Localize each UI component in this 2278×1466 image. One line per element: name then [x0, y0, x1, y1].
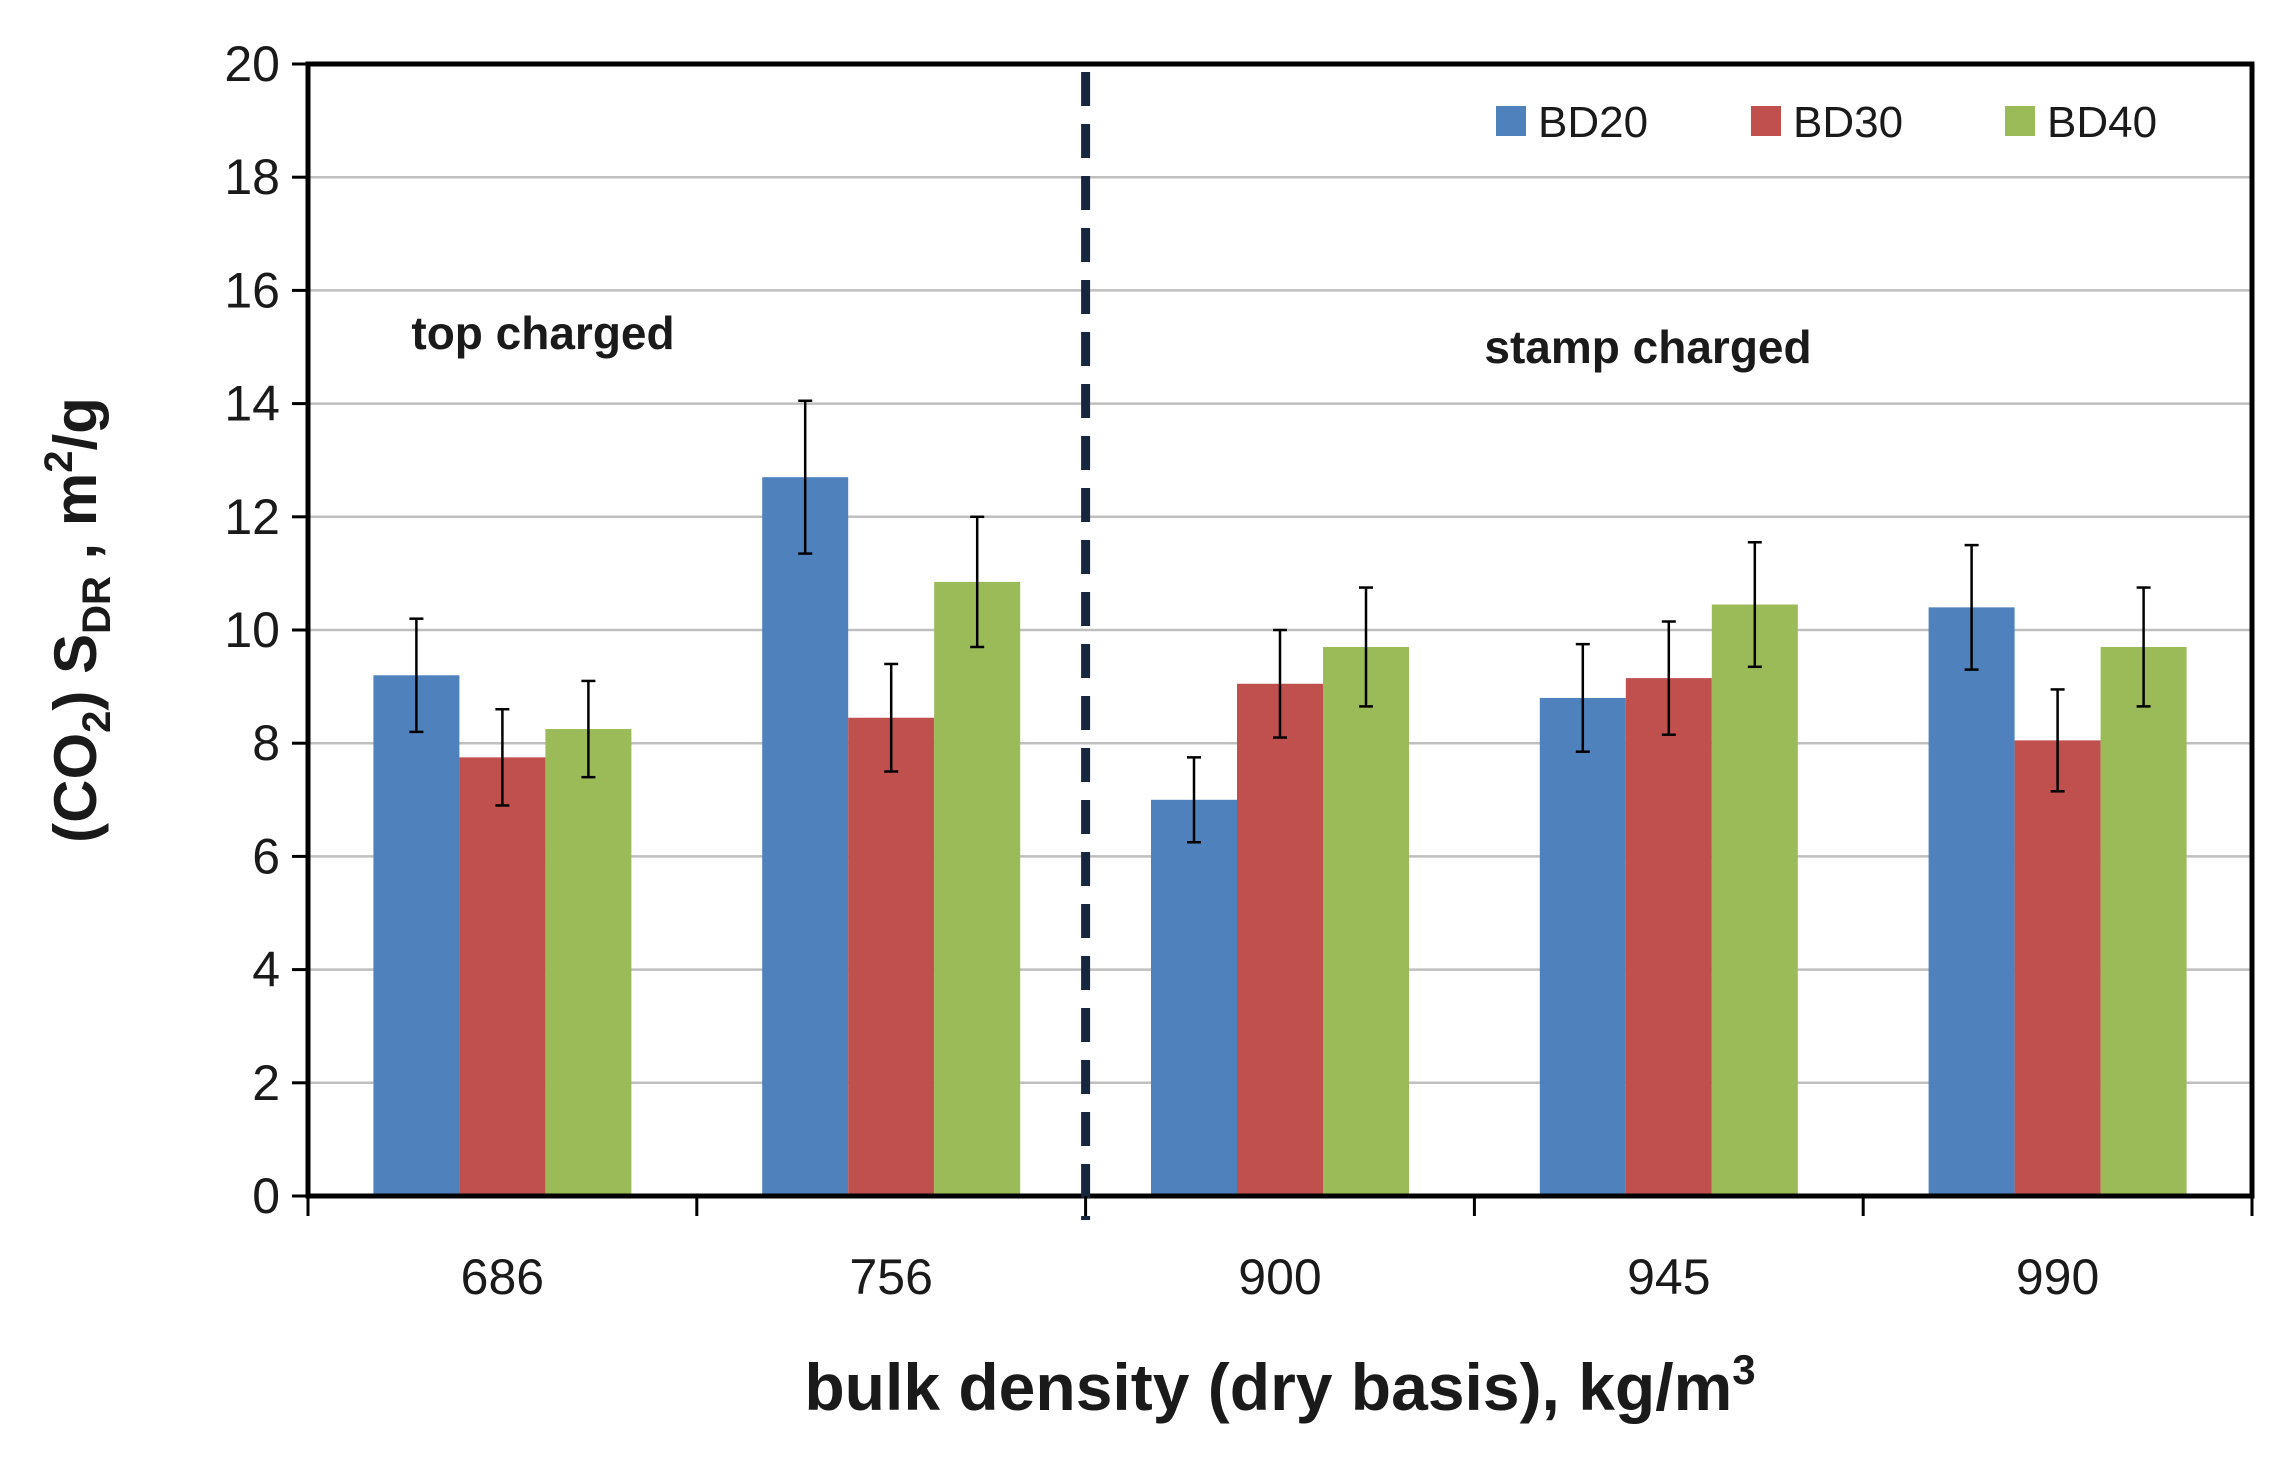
x-tick-label: 945	[1627, 1249, 1710, 1305]
annotation-top-charged: top charged	[411, 307, 674, 359]
y-tick-label: 0	[252, 1168, 280, 1224]
y-tick-label: 14	[224, 376, 280, 432]
bar-bd40-686	[545, 729, 632, 1196]
bar-bd30-900	[1237, 683, 1323, 1196]
bar-bd30-756	[848, 717, 935, 1196]
bar-bd20-686	[373, 675, 460, 1196]
y-axis-label-part4: /g	[42, 397, 109, 450]
bar-bd20-990	[1928, 607, 2015, 1196]
x-axis-label-sup: 3	[1732, 1346, 1755, 1393]
y-tick-label: 18	[224, 149, 280, 205]
y-axis-label-part3: , m	[42, 473, 109, 576]
x-axis-label: bulk density (dry basis), kg/m3	[804, 1346, 1755, 1424]
x-tick-label: 756	[849, 1249, 932, 1305]
y-tick-label: 20	[224, 36, 280, 92]
bar-bd20-945	[1539, 697, 1626, 1196]
y-tick-label: 12	[224, 489, 280, 545]
y-tick-label: 2	[252, 1055, 280, 1111]
bar-bd40-756	[934, 581, 1021, 1196]
y-tick-label: 6	[252, 828, 280, 884]
y-axis-ticks: 0 2 4 6 8 10 12 14 16 18 20	[224, 36, 308, 1224]
y-axis-label-sub2: DR	[75, 576, 119, 634]
y-tick-label: 16	[224, 262, 280, 318]
legend-label-bd20: BD20	[1538, 98, 1648, 147]
y-axis-label-sub1: 2	[75, 711, 119, 733]
error-bars	[409, 399, 2151, 844]
annotation-stamp-charged: stamp charged	[1484, 321, 1811, 373]
bar-bd30-990	[2014, 740, 2101, 1196]
bar-bd40-990	[2100, 646, 2187, 1196]
bar-bd20-900	[1151, 799, 1237, 1196]
y-axis-label-part2: ) S	[42, 634, 109, 711]
y-axis-label: (CO2) SDR , m2/g	[37, 397, 119, 843]
y-tick-label: 10	[224, 602, 280, 658]
legend-swatch-bd30	[1751, 106, 1781, 136]
x-tick-label: 900	[1238, 1249, 1321, 1305]
x-axis-ticks: 686 756 900 945 990	[306, 1196, 2254, 1305]
legend: BD20 BD30 BD40	[1496, 98, 2157, 147]
y-tick-label: 8	[252, 715, 280, 771]
bar-bd40-945	[1711, 604, 1798, 1196]
legend-label-bd30: BD30	[1793, 98, 1903, 147]
legend-swatch-bd20	[1496, 106, 1526, 136]
legend-label-bd40: BD40	[2047, 98, 2157, 147]
x-tick-label: 686	[461, 1249, 544, 1305]
y-tick-label: 4	[252, 942, 280, 998]
legend-swatch-bd40	[2005, 106, 2035, 136]
bar-bd30-686	[459, 757, 546, 1196]
bar-bd30-945	[1625, 678, 1712, 1196]
x-tick-label: 990	[2016, 1249, 2099, 1305]
x-axis-label-main: bulk density (dry basis), kg/m	[804, 1350, 1732, 1424]
bar-bd20-756	[762, 477, 849, 1196]
y-axis-label-sup: 2	[37, 451, 81, 473]
bar-bd40-900	[1323, 646, 1409, 1196]
bars	[373, 477, 2187, 1196]
y-axis-label-part1: (CO	[42, 733, 109, 843]
